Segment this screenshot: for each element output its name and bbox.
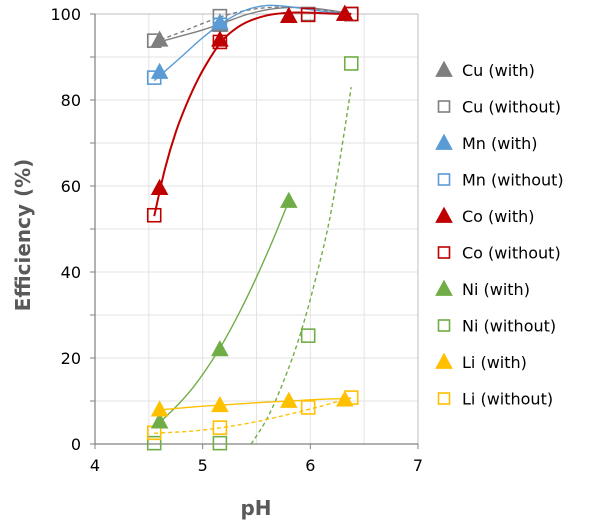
li-with-point	[150, 400, 169, 417]
ni-without-point	[300, 328, 316, 343]
li-without-curve	[154, 396, 352, 434]
ni-without-point	[212, 435, 228, 451]
axes	[90, 13, 419, 449]
y-tick-label: 80	[61, 91, 81, 110]
li-with-curve	[154, 397, 352, 412]
legend-cu-with-marker	[435, 60, 453, 77]
co-with-point	[335, 4, 354, 21]
legend-co-with-label: Co (with)	[462, 207, 534, 226]
legend-mn-without-marker	[437, 173, 451, 186]
ni-without-point	[146, 435, 162, 451]
legend-mn-with-label: Mn (with)	[462, 134, 537, 153]
legend-li-without-marker	[437, 392, 451, 405]
x-tick-label: 4	[90, 456, 100, 475]
y-axis-title: Efficiency (%)	[11, 159, 35, 312]
ni-with-point	[279, 191, 298, 208]
co-without-point	[146, 207, 162, 223]
co-without-point	[300, 7, 316, 23]
co-with-point	[211, 30, 229, 47]
gridlines	[94, 13, 419, 445]
y-tick-label: 0	[71, 435, 81, 454]
trend-curves	[153, 4, 352, 445]
ni-with-point	[150, 412, 169, 429]
mn-with-point	[150, 62, 169, 79]
legend: Cu (with) Cu (without) Mn (with) Mn (withou…	[435, 60, 564, 409]
y-tick-label: 20	[61, 349, 81, 368]
x-tick-label: 5	[198, 456, 208, 475]
cu-with-curve	[154, 6, 352, 44]
legend-ni-without-label: Ni (without)	[462, 317, 556, 336]
legend-cu-with-label: Cu (with)	[462, 61, 535, 80]
ni-with-point	[211, 340, 229, 357]
legend-cu-without-label: Cu (without)	[462, 98, 561, 117]
cu-with-point	[150, 30, 169, 47]
legend-co-without-label: Co (without)	[462, 244, 561, 263]
mn-with-point	[211, 13, 229, 30]
ni-with-curve	[159, 200, 290, 424]
x-axis-title: pH	[240, 496, 271, 520]
li-with-point	[279, 391, 298, 408]
legend-cu-without-marker	[437, 100, 451, 113]
co-with-point	[279, 6, 298, 23]
y-tick-label: 60	[61, 177, 81, 196]
li-with-point	[335, 390, 354, 407]
mn-with-curve	[153, 4, 352, 82]
legend-ni-with-label: Ni (with)	[462, 280, 530, 299]
legend-li-without-label: Li (without)	[462, 390, 553, 409]
li-without-point	[212, 420, 228, 435]
legend-li-with-marker	[435, 352, 453, 369]
legend-li-with-label: Li (with)	[462, 353, 527, 372]
cu-without-curve	[153, 6, 352, 43]
tick-labels: 4 5 6 7 0 20 40 60 80 100	[50, 5, 423, 475]
y-tick-label: 100	[50, 5, 81, 24]
co-with-point	[150, 178, 169, 195]
legend-co-without-marker	[437, 246, 451, 259]
legend-ni-without-marker	[437, 319, 451, 332]
x-tick-label: 7	[413, 456, 423, 475]
li-without-point	[300, 400, 316, 415]
ni-without-point	[343, 56, 359, 71]
x-tick-label: 6	[305, 456, 315, 475]
legend-ni-with-marker	[435, 279, 453, 296]
legend-mn-with-marker	[435, 133, 453, 150]
legend-mn-without-label: Mn (without)	[462, 171, 564, 190]
legend-co-with-marker	[435, 206, 453, 223]
y-tick-label: 40	[61, 263, 81, 282]
ni-without-curve	[250, 86, 352, 445]
data-markers	[146, 4, 359, 451]
li-with-point	[211, 395, 229, 413]
